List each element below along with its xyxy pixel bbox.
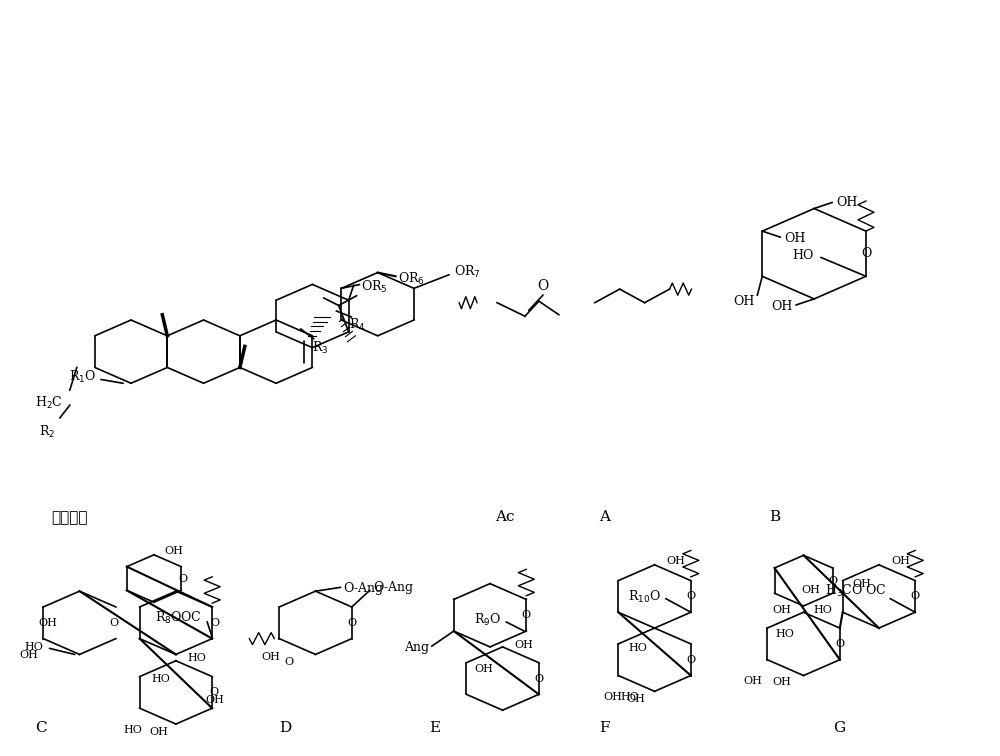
Text: OH: OH: [773, 677, 792, 686]
Text: O: O: [828, 575, 837, 586]
Text: OH: OH: [604, 692, 623, 702]
Text: OH: OH: [206, 696, 225, 705]
Text: O: O: [911, 591, 920, 602]
Text: OR$_5$: OR$_5$: [361, 279, 388, 295]
Text: R$_4$: R$_4$: [349, 317, 366, 333]
Text: HO: HO: [793, 249, 814, 262]
Text: R$_9$O: R$_9$O: [474, 612, 501, 627]
Text: OH: OH: [802, 584, 821, 594]
Text: OH: OH: [474, 664, 493, 674]
Text: R$_8$OOC: R$_8$OOC: [155, 609, 202, 625]
Text: D: D: [279, 721, 292, 736]
Text: 母核结构: 母核结构: [51, 510, 88, 525]
Text: OH: OH: [836, 196, 857, 209]
Text: O: O: [835, 639, 844, 649]
Text: F: F: [599, 721, 610, 736]
Text: OH: OH: [39, 618, 58, 628]
Text: A: A: [599, 510, 610, 525]
Text: R$_2$: R$_2$: [39, 424, 55, 440]
Text: O-Ang: O-Ang: [343, 582, 384, 596]
Text: O: O: [109, 618, 118, 627]
Text: OH: OH: [853, 579, 872, 590]
Text: Ang: Ang: [404, 641, 429, 654]
Text: C: C: [35, 721, 47, 736]
Text: HO: HO: [152, 674, 170, 684]
Text: HO: HO: [775, 629, 794, 639]
Text: OH: OH: [667, 556, 685, 566]
Text: O: O: [534, 674, 543, 683]
Text: HO: HO: [124, 725, 143, 735]
Text: R$_{10}$O: R$_{10}$O: [628, 589, 661, 606]
Text: O: O: [211, 618, 220, 627]
Text: OH: OH: [784, 232, 806, 245]
Text: OR$_6$: OR$_6$: [398, 271, 424, 287]
Text: R$_3$: R$_3$: [312, 339, 328, 356]
Text: H$_2$C: H$_2$C: [35, 395, 63, 411]
Text: OR$_7$: OR$_7$: [454, 264, 480, 280]
Text: OH: OH: [891, 556, 910, 566]
Text: O-Ang: O-Ang: [374, 581, 414, 594]
Text: O: O: [347, 618, 356, 627]
Text: OH: OH: [733, 295, 754, 308]
Text: OH: OH: [164, 546, 183, 556]
Text: O: O: [285, 658, 294, 668]
Text: HO: HO: [188, 653, 207, 664]
Text: H$_3$CO OC: H$_3$CO OC: [825, 583, 887, 600]
Text: OH: OH: [743, 677, 762, 686]
Text: OH: OH: [773, 605, 792, 615]
Text: O: O: [686, 591, 695, 602]
Text: B: B: [769, 510, 780, 525]
Text: O: O: [861, 247, 871, 260]
Text: HO: HO: [814, 605, 832, 615]
Text: E: E: [430, 721, 441, 736]
Text: HO: HO: [25, 642, 44, 652]
Text: O: O: [522, 610, 531, 620]
Text: Ac: Ac: [495, 510, 515, 525]
Text: OH: OH: [515, 640, 533, 650]
Text: OH: OH: [19, 650, 38, 660]
Text: G: G: [833, 721, 845, 736]
Text: HO: HO: [621, 692, 640, 702]
Text: OH: OH: [626, 694, 645, 705]
Text: OH: OH: [771, 300, 792, 313]
Text: O: O: [179, 574, 188, 584]
Text: HO: HO: [628, 643, 647, 652]
Text: O: O: [686, 655, 695, 665]
Text: OH: OH: [149, 727, 168, 736]
Text: O: O: [210, 687, 219, 697]
Text: R$_1$O: R$_1$O: [69, 369, 96, 386]
Text: O: O: [537, 279, 549, 293]
Text: OH: OH: [262, 652, 281, 662]
